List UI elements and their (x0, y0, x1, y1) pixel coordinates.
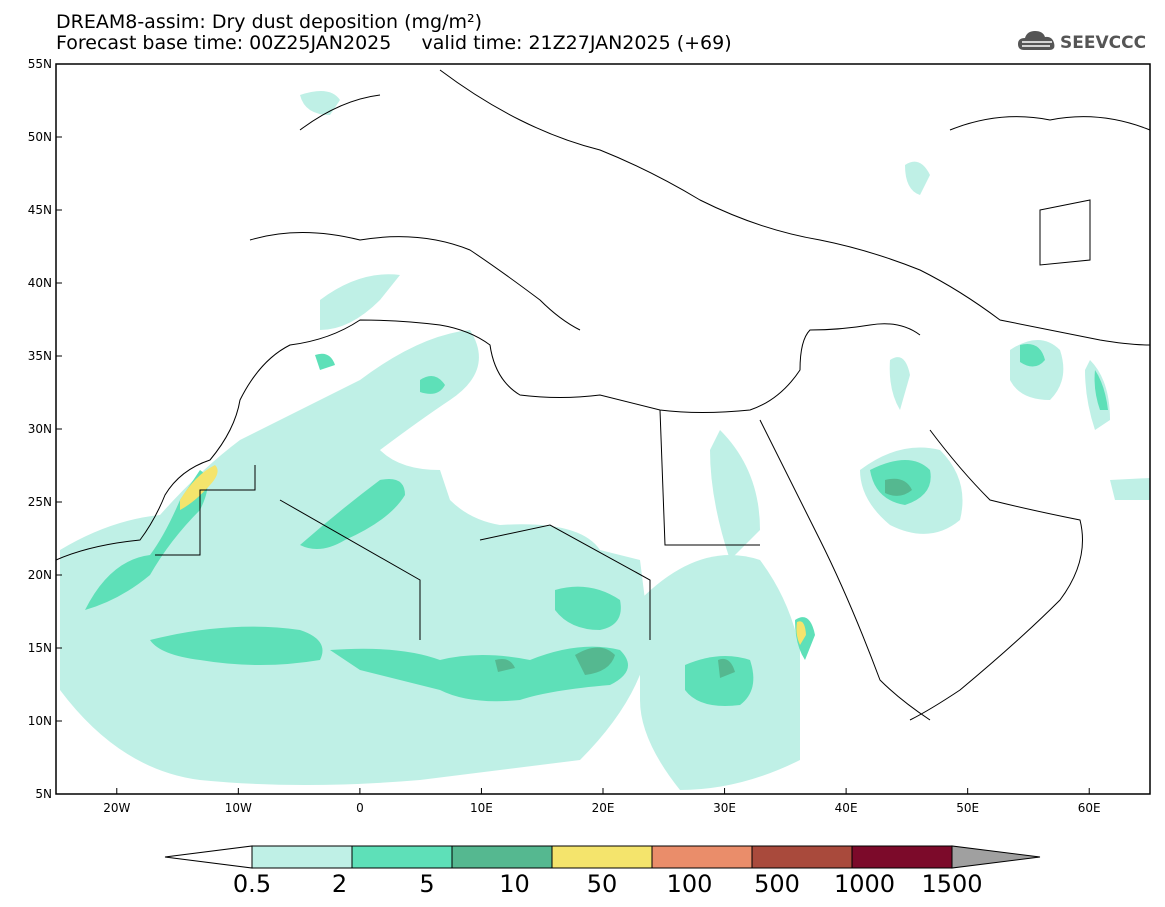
lon-tick-label: 40E (835, 801, 858, 815)
colorbar-label: 5 (419, 870, 435, 898)
lon-tick-label: 60E (1078, 801, 1101, 815)
lon-tick-label: 20W (103, 801, 130, 815)
colorbar-swatch (251, 845, 353, 869)
colorbar-swatch (351, 845, 453, 869)
colorbar-swatch (651, 845, 753, 869)
colorbar-high-triangle (951, 845, 1041, 869)
colorbar-swatch (751, 845, 853, 869)
colorbar-label: 10 (499, 870, 530, 898)
lat-tick-label: 25N (28, 495, 52, 509)
dust-shading-medium (85, 344, 1108, 706)
colorbar-low-triangle (164, 845, 253, 869)
colorbar-label: 2 (331, 870, 348, 898)
map-title: DREAM8-assim: Dry dust deposition (mg/m²… (56, 11, 483, 33)
colorbar-swatch (851, 845, 953, 869)
colorbar-label: 500 (754, 870, 800, 898)
lat-tick-label: 5N (35, 787, 52, 801)
lon-tick-label: 20E (592, 801, 615, 815)
dust-shading-dark (495, 478, 912, 678)
colorbar (164, 845, 1041, 869)
lon-tick-label: 50E (956, 801, 979, 815)
colorbar-label: 50 (586, 870, 618, 898)
latitude-ticks: 55N 50N 45N 40N 35N 30N 25N 20N 15N 10N 5N (28, 57, 62, 801)
lat-tick-label: 35N (28, 349, 52, 363)
lat-tick-label: 15N (28, 641, 52, 655)
lat-tick-label: 55N (28, 57, 52, 71)
forecast-time-subtitle: Forecast base time: 00Z25JAN2025 valid t… (56, 32, 732, 54)
lat-tick-label: 40N (28, 276, 52, 290)
colorbar-label: 1500 (921, 870, 983, 898)
cloud-icon (1018, 31, 1055, 50)
colorbar-swatch (451, 845, 553, 869)
lat-tick-label: 45N (28, 203, 52, 217)
seevccc-logo: SEEVCCC (1018, 31, 1146, 53)
lon-tick-label: 0 (356, 801, 364, 815)
lat-tick-label: 10N (28, 714, 52, 728)
coastlines (55, 69, 1151, 721)
lat-tick-label: 20N (28, 568, 52, 582)
lon-tick-label: 30E (713, 801, 736, 815)
lat-tick-label: 50N (28, 130, 52, 144)
colorbar-swatch (551, 845, 653, 869)
lon-tick-label: 10E (470, 801, 493, 815)
lon-tick-label: 10W (225, 801, 252, 815)
colorbar-label: 1000 (833, 870, 896, 898)
dust-shading-peak (180, 465, 806, 645)
lat-tick-label: 30N (28, 422, 52, 436)
logo-text: SEEVCCC (1060, 33, 1146, 53)
longitude-ticks: 20W 10W 0 10E 20E 30E 40E 50E 60E (103, 788, 1101, 815)
colorbar-label: 100 (666, 870, 713, 898)
colorbar-label: 0.5 (232, 870, 272, 898)
